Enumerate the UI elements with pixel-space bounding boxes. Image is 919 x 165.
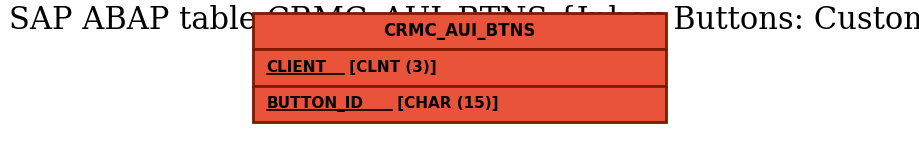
FancyBboxPatch shape bbox=[253, 86, 666, 122]
Text: SAP ABAP table CRMC_AUI_BTNS {Inbox Buttons: Customizing}: SAP ABAP table CRMC_AUI_BTNS {Inbox Butt… bbox=[9, 5, 919, 37]
Text: [CHAR (15)]: [CHAR (15)] bbox=[391, 97, 498, 111]
Text: CRMC_AUI_BTNS: CRMC_AUI_BTNS bbox=[383, 22, 536, 40]
Text: BUTTON_ID: BUTTON_ID bbox=[267, 96, 364, 112]
FancyBboxPatch shape bbox=[253, 50, 666, 86]
Text: CLIENT: CLIENT bbox=[267, 60, 326, 75]
Text: [CLNT (3)]: [CLNT (3)] bbox=[344, 60, 437, 75]
FancyBboxPatch shape bbox=[253, 13, 666, 50]
